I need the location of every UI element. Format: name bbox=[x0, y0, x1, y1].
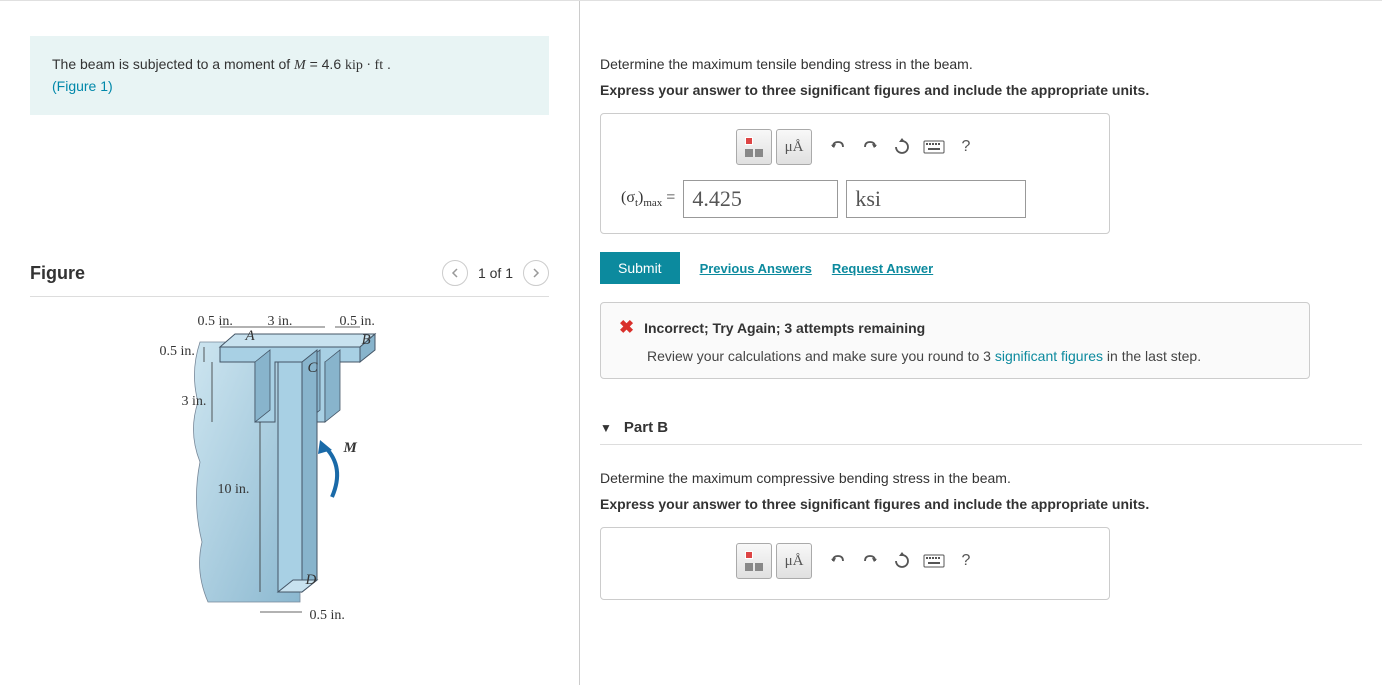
dim-top-right: 0.5 in. bbox=[340, 314, 375, 330]
reset-icon bbox=[893, 552, 911, 570]
significant-figures-link[interactable]: significant figures bbox=[995, 348, 1103, 364]
feedback-title: Incorrect; Try Again; 3 attempts remaini… bbox=[644, 320, 925, 336]
point-b: B bbox=[362, 332, 371, 349]
help-button-b[interactable]: ? bbox=[952, 547, 980, 575]
keyboard-button-b[interactable] bbox=[920, 547, 948, 575]
part-b-title: Part B bbox=[624, 419, 668, 436]
feedback-box: ✖ Incorrect; Try Again; 3 attempts remai… bbox=[600, 302, 1310, 379]
submit-button[interactable]: Submit bbox=[600, 252, 680, 284]
point-d: D bbox=[306, 572, 317, 589]
feedback-title-row: ✖ Incorrect; Try Again; 3 attempts remai… bbox=[619, 317, 1291, 338]
figure-prev-button[interactable] bbox=[442, 260, 468, 286]
undo-button[interactable] bbox=[824, 133, 852, 161]
problem-unit: kip · ft bbox=[345, 58, 383, 73]
point-c: C bbox=[308, 360, 318, 377]
unit-input[interactable] bbox=[846, 180, 1026, 218]
figure-section: Figure 1 of 1 bbox=[30, 260, 549, 632]
problem-text: The beam is subjected to a moment of bbox=[52, 56, 294, 72]
equals-sign: = bbox=[666, 189, 675, 206]
dim-left-mid: 3 in. bbox=[182, 394, 207, 410]
special-chars-button-b[interactable]: μÅ bbox=[776, 543, 812, 579]
part-b-toolbar: μÅ ? bbox=[736, 543, 1089, 579]
value-input[interactable] bbox=[683, 180, 838, 218]
fraction-icon bbox=[743, 136, 765, 158]
part-a-instruction: Express your answer to three significant… bbox=[600, 82, 1362, 98]
beam-diagram bbox=[160, 312, 420, 632]
previous-answers-link[interactable]: Previous Answers bbox=[700, 261, 812, 276]
request-answer-link[interactable]: Request Answer bbox=[832, 261, 933, 276]
part-a-answer-box: μÅ ? (σt)max bbox=[600, 113, 1110, 234]
sigma-subscript: t bbox=[635, 197, 638, 209]
chevron-down-icon: ▼ bbox=[600, 421, 612, 435]
figure-nav-position: 1 of 1 bbox=[478, 265, 513, 281]
point-a: A bbox=[246, 328, 255, 345]
part-b-instruction: Express your answer to three significant… bbox=[600, 496, 1362, 512]
dim-bottom: 0.5 in. bbox=[310, 608, 345, 624]
problem-suffix: . bbox=[387, 56, 391, 72]
left-panel: The beam is subjected to a moment of M =… bbox=[0, 1, 580, 685]
figure-header: Figure 1 of 1 bbox=[30, 260, 549, 297]
redo-icon bbox=[861, 138, 879, 156]
chevron-left-icon bbox=[450, 268, 460, 278]
redo-icon bbox=[861, 552, 879, 570]
problem-variable: M bbox=[294, 58, 306, 73]
reset-icon bbox=[893, 138, 911, 156]
dim-center: 10 in. bbox=[218, 482, 250, 498]
templates-button[interactable] bbox=[736, 129, 772, 165]
dim-top-mid: 3 in. bbox=[268, 314, 293, 330]
part-a-toolbar: μÅ ? bbox=[736, 129, 1089, 165]
help-icon: ? bbox=[962, 138, 971, 156]
sigma-symbol: σ bbox=[626, 189, 635, 206]
templates-button-b[interactable] bbox=[736, 543, 772, 579]
mu-angstrom-icon: μÅ bbox=[780, 547, 808, 575]
keyboard-button[interactable] bbox=[920, 133, 948, 161]
answer-label: (σt)max = bbox=[621, 189, 675, 209]
special-chars-button[interactable]: μÅ bbox=[776, 129, 812, 165]
part-b-header[interactable]: ▼ Part B bbox=[600, 419, 1362, 445]
dim-top-left: 0.5 in. bbox=[198, 314, 233, 330]
undo-button-b[interactable] bbox=[824, 547, 852, 575]
part-b-question: Determine the maximum compressive bendin… bbox=[600, 470, 1362, 486]
max-subscript: max bbox=[643, 197, 662, 209]
point-m: M bbox=[344, 440, 357, 457]
keyboard-icon bbox=[923, 140, 945, 154]
undo-icon bbox=[829, 552, 847, 570]
undo-icon bbox=[829, 138, 847, 156]
redo-button-b[interactable] bbox=[856, 547, 884, 575]
incorrect-icon: ✖ bbox=[619, 317, 634, 338]
problem-statement: The beam is subjected to a moment of M =… bbox=[30, 36, 549, 115]
redo-button[interactable] bbox=[856, 133, 884, 161]
right-panel: Determine the maximum tensile bending st… bbox=[580, 1, 1382, 685]
answer-row: (σt)max = bbox=[621, 180, 1089, 218]
reset-button-b[interactable] bbox=[888, 547, 916, 575]
figure-nav: 1 of 1 bbox=[442, 260, 549, 286]
figure-image: 0.5 in. 3 in. 0.5 in. 0.5 in. 3 in. 10 i… bbox=[160, 312, 420, 632]
mu-angstrom-icon: μÅ bbox=[780, 133, 808, 161]
figure-link[interactable]: (Figure 1) bbox=[52, 78, 113, 94]
chevron-right-icon bbox=[531, 268, 541, 278]
part-b-answer-box: μÅ ? bbox=[600, 527, 1110, 600]
problem-equals: = 4.6 bbox=[310, 56, 345, 72]
feedback-suffix: in the last step. bbox=[1107, 348, 1201, 364]
reset-button[interactable] bbox=[888, 133, 916, 161]
feedback-prefix: Review your calculations and make sure y… bbox=[647, 348, 995, 364]
keyboard-icon bbox=[923, 554, 945, 568]
help-button[interactable]: ? bbox=[952, 133, 980, 161]
figure-next-button[interactable] bbox=[523, 260, 549, 286]
feedback-text: Review your calculations and make sure y… bbox=[647, 348, 1291, 364]
dim-left-top: 0.5 in. bbox=[160, 344, 195, 360]
submit-row: Submit Previous Answers Request Answer bbox=[600, 252, 1362, 284]
part-a-question: Determine the maximum tensile bending st… bbox=[600, 56, 1362, 72]
figure-title: Figure bbox=[30, 263, 85, 284]
fraction-icon bbox=[743, 550, 765, 572]
help-icon: ? bbox=[962, 552, 971, 570]
